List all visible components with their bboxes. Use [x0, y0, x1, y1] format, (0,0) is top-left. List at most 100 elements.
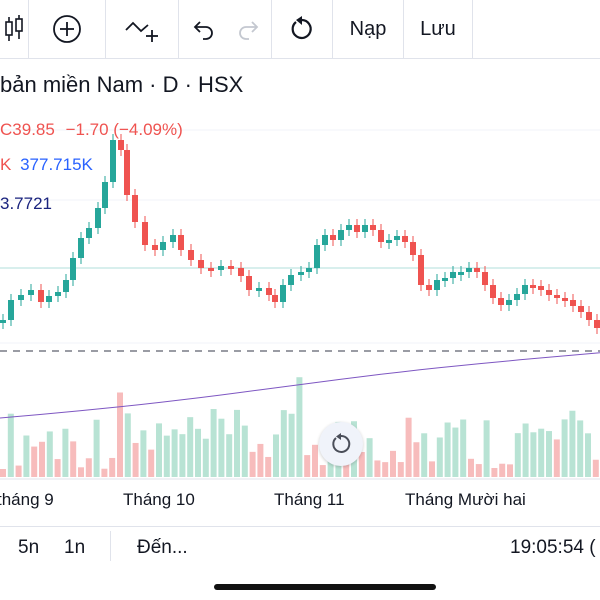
time-label: Tháng 10 [123, 490, 195, 509]
volume-bar [218, 418, 225, 477]
volume-ma-line [0, 352, 600, 419]
volume-bar [538, 428, 545, 477]
candle [288, 275, 294, 285]
candle [298, 272, 304, 275]
load-button[interactable]: Nạp [349, 17, 387, 40]
volume-bar [444, 422, 451, 477]
volume-bar [312, 444, 318, 477]
candle [132, 195, 138, 222]
reset-chart-button[interactable] [319, 422, 363, 466]
volume-bar [202, 438, 209, 477]
candle [338, 230, 344, 240]
redo-icon [239, 21, 259, 40]
volume-bar [390, 450, 396, 477]
redo-button[interactable] [227, 0, 271, 58]
symbol-title[interactable]: bản miền Nam · D · HSX [0, 72, 244, 97]
volume-bar [226, 434, 233, 477]
volume-bar [101, 468, 108, 477]
candle [562, 298, 568, 301]
volume-bar [514, 433, 521, 477]
candle [28, 290, 34, 295]
reset-icon [332, 433, 351, 453]
candle [466, 268, 472, 272]
candle [570, 300, 576, 306]
refresh-icon [291, 16, 312, 40]
candle [506, 300, 512, 305]
volume-bar [405, 417, 412, 477]
volume-bar [421, 433, 428, 477]
candle [490, 285, 496, 298]
volume-value: 377.715K [20, 155, 93, 174]
candle [124, 150, 130, 195]
change-value: −1.70 (−4.09%) [65, 120, 183, 139]
candle [378, 230, 384, 242]
candle [546, 290, 552, 295]
candle [362, 225, 368, 232]
volume-bar [0, 469, 6, 477]
volume-bar [15, 465, 22, 477]
candle [578, 306, 584, 312]
candle [458, 272, 464, 275]
candle [86, 228, 92, 238]
close-value: 39.85 [12, 120, 55, 139]
candles-icon[interactable] [0, 0, 28, 58]
volume-bar [171, 429, 178, 477]
candle [160, 242, 166, 250]
undo-button[interactable] [179, 0, 227, 58]
undo-icon [193, 21, 213, 40]
candle [78, 238, 84, 258]
candle [370, 225, 376, 230]
volume-bar [429, 461, 435, 477]
volume-bar [39, 441, 45, 477]
candle [386, 240, 392, 243]
volume-bar [507, 464, 513, 477]
volume-bar [592, 459, 599, 477]
volume-bar [62, 428, 69, 477]
volume-bar [132, 442, 139, 477]
toolbar-divider [332, 0, 333, 58]
refresh-button[interactable] [272, 0, 332, 58]
range-5n-button[interactable]: 5n [18, 537, 40, 558]
volume-bar [148, 449, 155, 477]
candle [354, 225, 360, 232]
volume-bar [296, 377, 303, 477]
candle [95, 208, 101, 228]
candle [586, 312, 592, 320]
candle [394, 236, 400, 240]
volume-bar [234, 409, 240, 477]
ma-readout: 3.7721 [0, 194, 52, 213]
candle [208, 268, 214, 271]
candle [246, 276, 252, 290]
volume-bar [249, 451, 256, 477]
toolbar-divider [178, 0, 179, 58]
volume-bar [475, 464, 482, 477]
volume-bar [265, 456, 272, 477]
indicators-button[interactable] [106, 0, 178, 58]
volume-bar [483, 420, 490, 477]
save-button[interactable]: Lưu [420, 17, 456, 40]
candle [322, 235, 328, 245]
candle [418, 255, 424, 285]
candle [330, 235, 336, 240]
candle [434, 280, 440, 290]
toolbar-divider [271, 0, 272, 58]
candle [272, 295, 278, 302]
volume-bar [374, 460, 381, 477]
price-chart[interactable] [0, 59, 600, 521]
volume-bar [530, 432, 537, 477]
volume-bar [288, 413, 295, 477]
close-prefix: C [0, 120, 13, 139]
range-1n-button[interactable]: 1n [64, 537, 86, 558]
candle [450, 272, 456, 278]
volume-bar [124, 413, 131, 477]
candle [426, 285, 432, 290]
candle [514, 294, 520, 300]
candle [0, 320, 6, 323]
top-toolbar: Nạp Lưu [0, 0, 600, 59]
volume-bar [109, 457, 116, 477]
candle [346, 225, 352, 230]
add-indicator-button[interactable] [29, 0, 105, 58]
volume-bar [460, 419, 467, 477]
volume-bar [179, 434, 186, 477]
goto-date-button[interactable]: Đến... [137, 537, 188, 558]
